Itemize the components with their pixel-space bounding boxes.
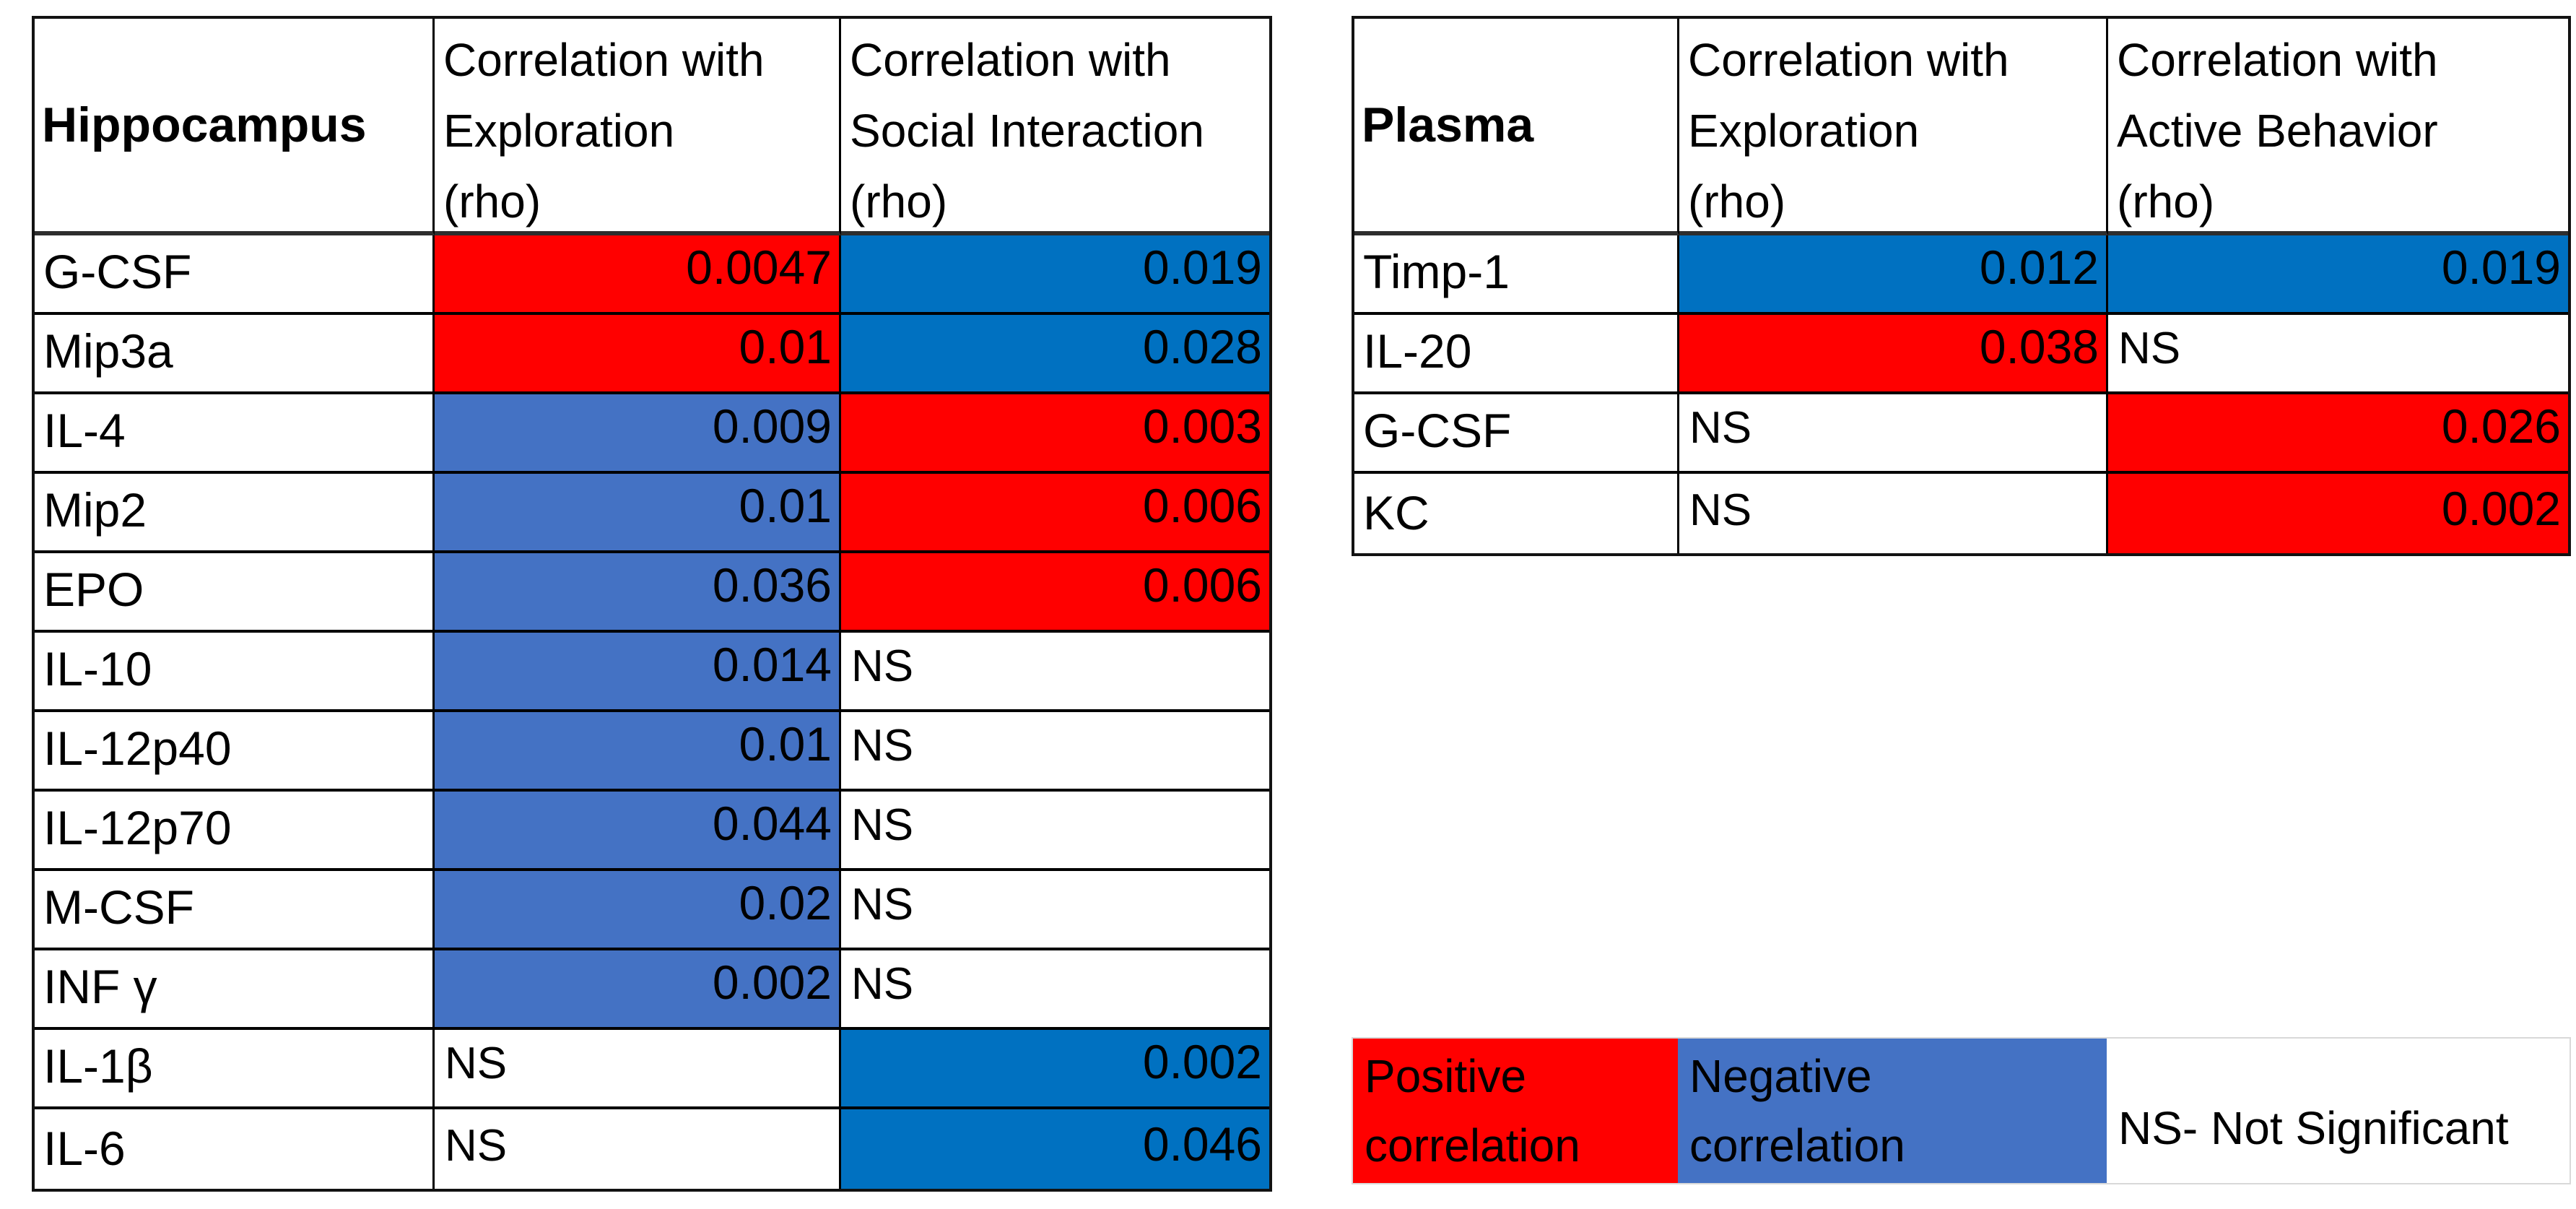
value-cell: NS — [1679, 474, 2108, 553]
row-label: IL-10 — [35, 633, 435, 712]
value-cell: 0.02 — [435, 871, 841, 950]
value-cell: NS — [841, 633, 1269, 712]
text-line: Correlation with — [850, 34, 1171, 86]
row-label: IL-12p70 — [35, 792, 435, 871]
plasma-table: Plasma Correlation with Exploration (rho) … — [1352, 16, 2571, 556]
text-line: (rho) — [2117, 176, 2215, 228]
text-line: Active Behavior — [2117, 105, 2438, 157]
value-cell: 0.002 — [2108, 474, 2568, 553]
column-header-exploration: Correlation with Exploration (rho) — [1679, 19, 2108, 235]
text-line: NS- Not Significant — [2118, 1102, 2509, 1154]
value-cell: 0.019 — [2108, 235, 2568, 315]
text-line: Correlation with — [2117, 34, 2438, 86]
legend-not-significant: NS- Not Significant — [2107, 1039, 2570, 1183]
value-cell: 0.038 — [1679, 315, 2108, 394]
value-cell: NS — [841, 950, 1269, 1030]
value-cell: NS — [841, 792, 1269, 871]
row-label: Mip3a — [35, 315, 435, 394]
value-cell: 0.028 — [841, 315, 1269, 394]
value-cell: NS — [2108, 315, 2568, 394]
text-line: Positive — [1365, 1050, 1527, 1102]
row-label: IL-4 — [35, 394, 435, 474]
value-cell: 0.006 — [841, 553, 1269, 633]
text-line: Exploration — [443, 105, 675, 157]
text-line: Negative — [1689, 1050, 1872, 1102]
value-cell: 0.01 — [435, 474, 841, 553]
value-cell: 0.012 — [1679, 235, 2108, 315]
text-line: correlation — [1365, 1119, 1580, 1171]
row-label: Mip2 — [35, 474, 435, 553]
value-cell: 0.003 — [841, 394, 1269, 474]
legend-negative-correlation: Negative correlation — [1678, 1039, 2107, 1183]
value-cell: NS — [435, 1109, 841, 1189]
text-line: (rho) — [850, 176, 948, 228]
row-label: EPO — [35, 553, 435, 633]
value-cell: NS — [435, 1030, 841, 1109]
value-cell: NS — [841, 871, 1269, 950]
hippocampus-table: Hippocampus Correlation with Exploration (… — [32, 16, 1272, 1192]
row-label: Timp-1 — [1354, 235, 1679, 315]
row-label: IL-12p40 — [35, 712, 435, 792]
row-label: M-CSF — [35, 871, 435, 950]
row-label: IL-20 — [1354, 315, 1679, 394]
value-cell: 0.002 — [841, 1030, 1269, 1109]
value-cell: 0.002 — [435, 950, 841, 1030]
value-cell: 0.0047 — [435, 235, 841, 315]
value-cell: 0.044 — [435, 792, 841, 871]
value-cell: 0.014 — [435, 633, 841, 712]
plasma-table-title: Plasma — [1354, 19, 1679, 235]
row-label: IL-6 — [35, 1109, 435, 1189]
text-line: Correlation with — [1688, 34, 2009, 86]
value-cell: 0.019 — [841, 235, 1269, 315]
column-header-active-behavior: Correlation with Active Behavior (rho) — [2108, 19, 2568, 235]
text-line: Social Interaction — [850, 105, 1204, 157]
value-cell: 0.006 — [841, 474, 1269, 553]
text-line: Correlation with — [443, 34, 765, 86]
value-cell: NS — [841, 712, 1269, 792]
legend-positive-correlation: Positive correlation — [1353, 1039, 1678, 1183]
value-cell: NS — [1679, 394, 2108, 474]
text-line: correlation — [1689, 1119, 1905, 1171]
text-line: (rho) — [1688, 176, 1786, 228]
value-cell: 0.009 — [435, 394, 841, 474]
text-line: Exploration — [1688, 105, 1920, 157]
column-header-social-interaction: Correlation with Social Interaction (rho) — [841, 19, 1269, 235]
row-label: KC — [1354, 474, 1679, 553]
value-cell: 0.026 — [2108, 394, 2568, 474]
row-label: INF γ — [35, 950, 435, 1030]
value-cell: 0.036 — [435, 553, 841, 633]
legend: Positive correlation Negative correlation … — [1352, 1037, 2571, 1184]
value-cell: 0.01 — [435, 712, 841, 792]
text-line: (rho) — [443, 176, 541, 228]
row-label: IL-1β — [35, 1030, 435, 1109]
row-label: G-CSF — [35, 235, 435, 315]
value-cell: 0.01 — [435, 315, 841, 394]
hippocampus-table-title: Hippocampus — [35, 19, 435, 235]
value-cell: 0.046 — [841, 1109, 1269, 1189]
row-label: G-CSF — [1354, 394, 1679, 474]
column-header-exploration: Correlation with Exploration (rho) — [435, 19, 841, 235]
